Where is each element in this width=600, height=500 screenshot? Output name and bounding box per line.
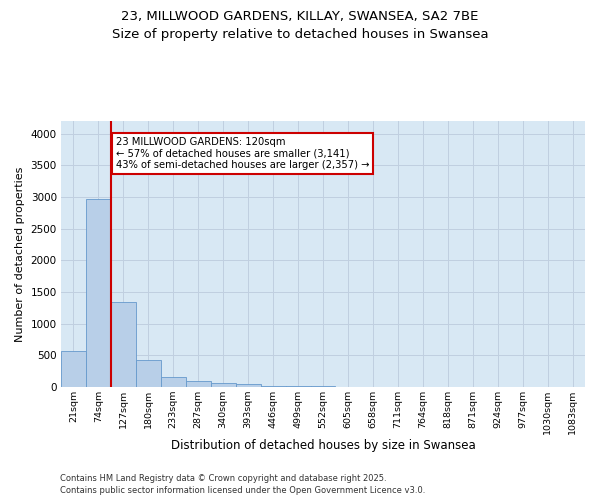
- Text: Contains HM Land Registry data © Crown copyright and database right 2025.
Contai: Contains HM Land Registry data © Crown c…: [60, 474, 425, 495]
- Bar: [186, 381, 211, 387]
- Bar: [86, 200, 111, 387]
- Bar: [286, 386, 311, 387]
- Bar: [61, 352, 86, 387]
- Bar: [111, 302, 136, 387]
- Text: 23 MILLWOOD GARDENS: 120sqm
← 57% of detached houses are smaller (3,141)
43% of : 23 MILLWOOD GARDENS: 120sqm ← 57% of det…: [116, 137, 370, 170]
- X-axis label: Distribution of detached houses by size in Swansea: Distribution of detached houses by size …: [170, 440, 475, 452]
- Y-axis label: Number of detached properties: Number of detached properties: [15, 166, 25, 342]
- Bar: [211, 384, 236, 387]
- Bar: [236, 384, 260, 387]
- Bar: [260, 386, 286, 387]
- Bar: [161, 376, 186, 387]
- Bar: [136, 360, 161, 387]
- Text: 23, MILLWOOD GARDENS, KILLAY, SWANSEA, SA2 7BE
Size of property relative to deta: 23, MILLWOOD GARDENS, KILLAY, SWANSEA, S…: [112, 10, 488, 41]
